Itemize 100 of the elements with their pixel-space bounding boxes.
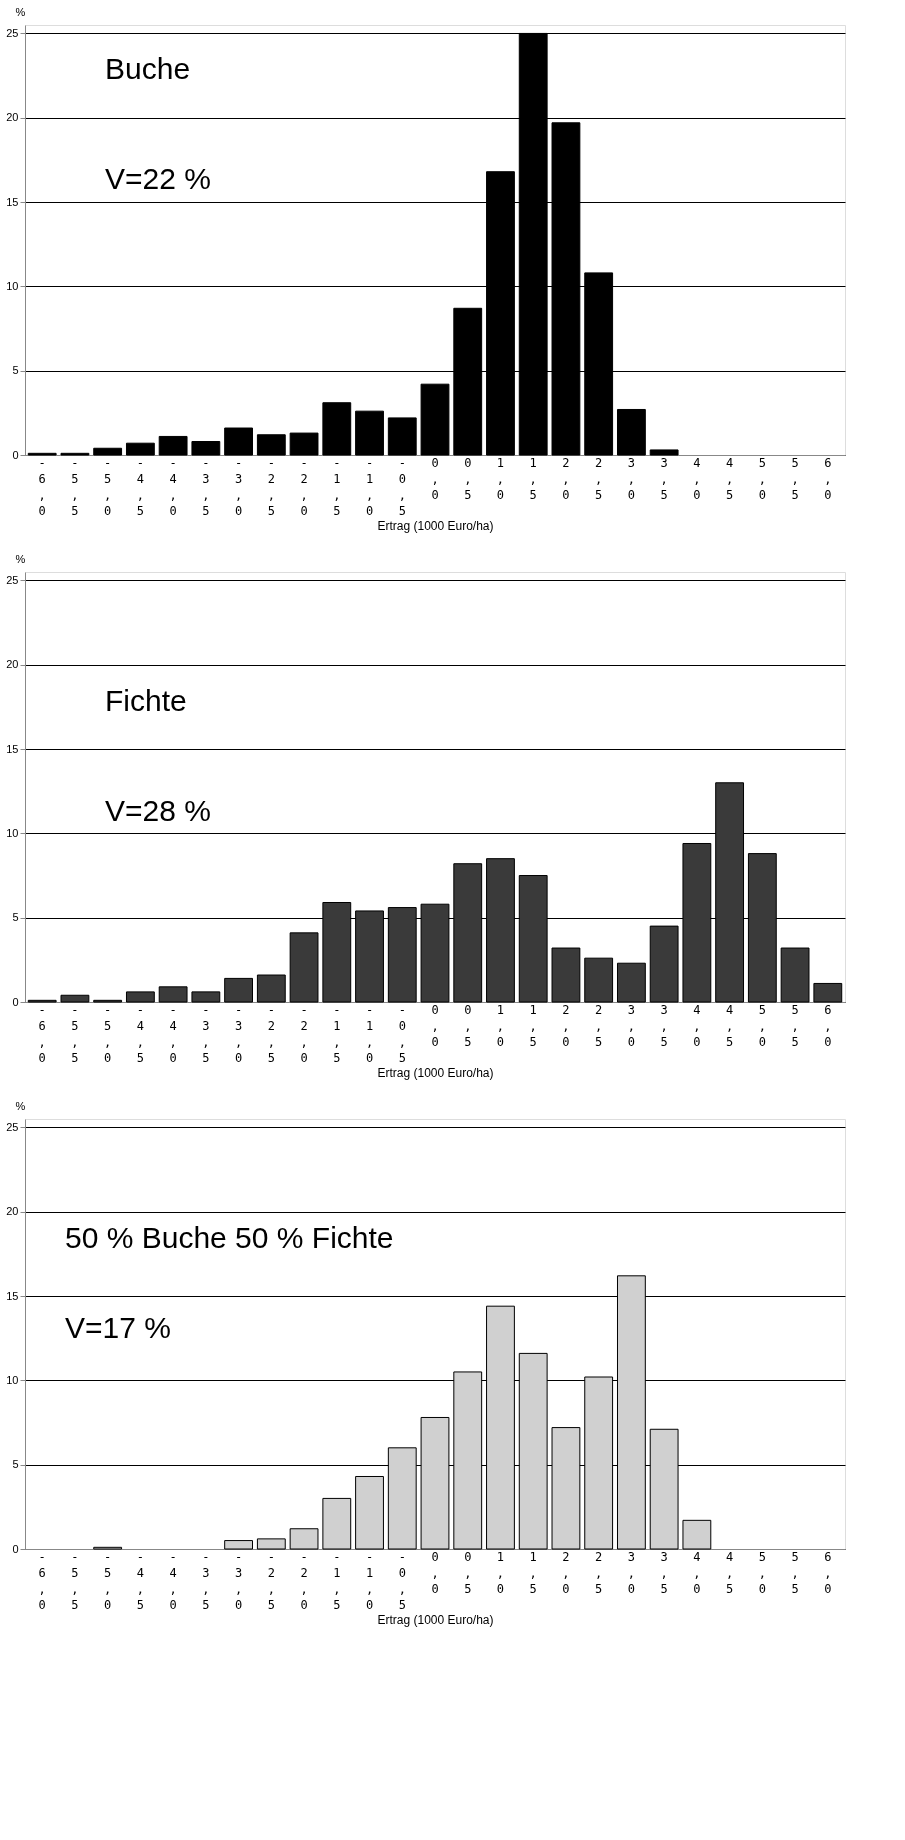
x-tick-label: 0,5 (464, 455, 472, 502)
x-tick-label: -4,5 (136, 1549, 145, 1612)
x-tick-label: -0,5 (398, 1549, 406, 1612)
x-tick-label: -6,0 (38, 1002, 46, 1065)
x-tick-label: -4,5 (136, 1002, 145, 1065)
x-tick-label: 5,5 (791, 455, 799, 502)
x-tick-label: 4,5 (725, 1549, 734, 1596)
y-tick-label: 10 (6, 1373, 19, 1386)
y-tick-label: 15 (6, 1289, 19, 1302)
bar (617, 962, 646, 1003)
x-axis-title: Ertrag (1000 Euro/ha) (377, 1612, 494, 1627)
x-tick-label: 3,0 (627, 1002, 636, 1049)
x-tick-label: 5,5 (791, 1002, 799, 1049)
x-tick-label: 2,5 (595, 1002, 603, 1049)
bar (224, 427, 253, 456)
bar (780, 947, 810, 1003)
x-tick-label: 4,0 (693, 1549, 701, 1596)
x-tick-label: 5,0 (758, 1002, 766, 1049)
x-tick-label: -1,0 (365, 1002, 374, 1065)
bar (256, 1538, 286, 1550)
x-tick-label: -2,5 (267, 455, 275, 518)
x-tick-label: -4,0 (169, 1549, 177, 1612)
bar (224, 977, 253, 1003)
x-axis-title: Ertrag (1000 Euro/ha) (377, 1065, 494, 1080)
bar (191, 441, 221, 456)
x-tick-label: -2,0 (300, 455, 308, 518)
x-tick-label: 0,0 (431, 455, 439, 502)
bar (322, 402, 352, 456)
x-tick-label: 1,5 (529, 1002, 537, 1049)
x-tick-label: 3,0 (627, 455, 636, 502)
bar (256, 434, 286, 456)
x-tick-label: 2,0 (562, 455, 570, 502)
y-tick-label: 5 (12, 911, 19, 924)
y-tick-label: 20 (6, 111, 19, 124)
bar (158, 435, 188, 456)
x-tick-label: -2,5 (267, 1549, 275, 1612)
y-tick-label: 20 (6, 1205, 19, 1218)
bar (158, 986, 188, 1003)
annotation: V=28 % (105, 794, 211, 827)
x-tick-label: -4,5 (136, 455, 145, 518)
annotation: Fichte (105, 684, 187, 717)
annotation: V=22 % (105, 162, 211, 195)
y-tick-label: 25 (6, 573, 19, 586)
bar (224, 1540, 253, 1550)
bar (355, 1475, 384, 1550)
x-tick-label: 6,0 (824, 1549, 832, 1596)
x-tick-label: -2,5 (267, 1002, 275, 1065)
x-tick-label: -6,0 (38, 1549, 46, 1612)
x-tick-label: -4,0 (169, 455, 177, 518)
x-tick-label: 0,0 (431, 1002, 439, 1049)
x-axis-title: Ertrag (1000 Euro/ha) (377, 518, 494, 533)
x-tick-label: -3,5 (202, 455, 210, 518)
x-tick-label: -2,0 (300, 1002, 308, 1065)
x-tick-label: 6,0 (824, 1002, 832, 1049)
x-tick-label: -1,0 (365, 455, 374, 518)
x-tick-label: -3,0 (234, 1002, 243, 1065)
y-axis-title: % (15, 5, 26, 18)
bar (289, 1528, 319, 1550)
bar (551, 947, 581, 1003)
bar (355, 410, 384, 456)
x-tick-label: 1,0 (496, 1002, 505, 1049)
x-tick-label: -5,0 (104, 1002, 112, 1065)
x-tick-label: 4,5 (725, 1002, 734, 1049)
x-tick-label: -5,0 (104, 455, 112, 518)
x-tick-label: 4,0 (693, 1002, 701, 1049)
bar (256, 974, 286, 1003)
y-tick-label: 0 (12, 995, 19, 1008)
x-tick-label: 1,5 (529, 455, 537, 502)
x-tick-label: 5,5 (791, 1549, 799, 1596)
bar (617, 408, 646, 456)
x-tick-label: 0,5 (464, 1002, 472, 1049)
x-tick-label: 5,0 (758, 1549, 766, 1596)
x-tick-label: -3,0 (234, 455, 243, 518)
y-axis-title: % (15, 1099, 26, 1112)
y-tick-label: 15 (6, 195, 19, 208)
x-tick-label: -1,5 (333, 455, 341, 518)
x-tick-label: -4,0 (169, 1002, 177, 1065)
x-tick-label: -3,5 (202, 1549, 210, 1612)
x-tick-label: -5,5 (71, 455, 79, 518)
y-tick-label: 10 (6, 826, 19, 839)
x-tick-label: 6,0 (824, 455, 832, 502)
x-tick-label: 0,0 (431, 1549, 439, 1596)
bar (387, 417, 417, 456)
y-tick-label: 15 (6, 742, 19, 755)
x-tick-label: -0,5 (398, 455, 406, 518)
annotation: 50 % Buche 50 % Fichte (65, 1221, 394, 1254)
x-tick-label: 4,0 (693, 455, 701, 502)
x-tick-label: 1,5 (529, 1549, 537, 1596)
bar (649, 925, 679, 1003)
bar (649, 449, 679, 456)
bar (584, 957, 614, 1003)
bar (191, 991, 221, 1003)
y-tick-label: 10 (6, 279, 19, 292)
bar (125, 991, 155, 1003)
x-tick-label: 1,0 (496, 455, 505, 502)
x-tick-label: -5,5 (71, 1549, 79, 1612)
y-tick-label: 20 (6, 658, 19, 671)
x-tick-label: -3,0 (234, 1549, 243, 1612)
bar (60, 994, 90, 1003)
x-tick-label: 2,0 (562, 1002, 570, 1049)
